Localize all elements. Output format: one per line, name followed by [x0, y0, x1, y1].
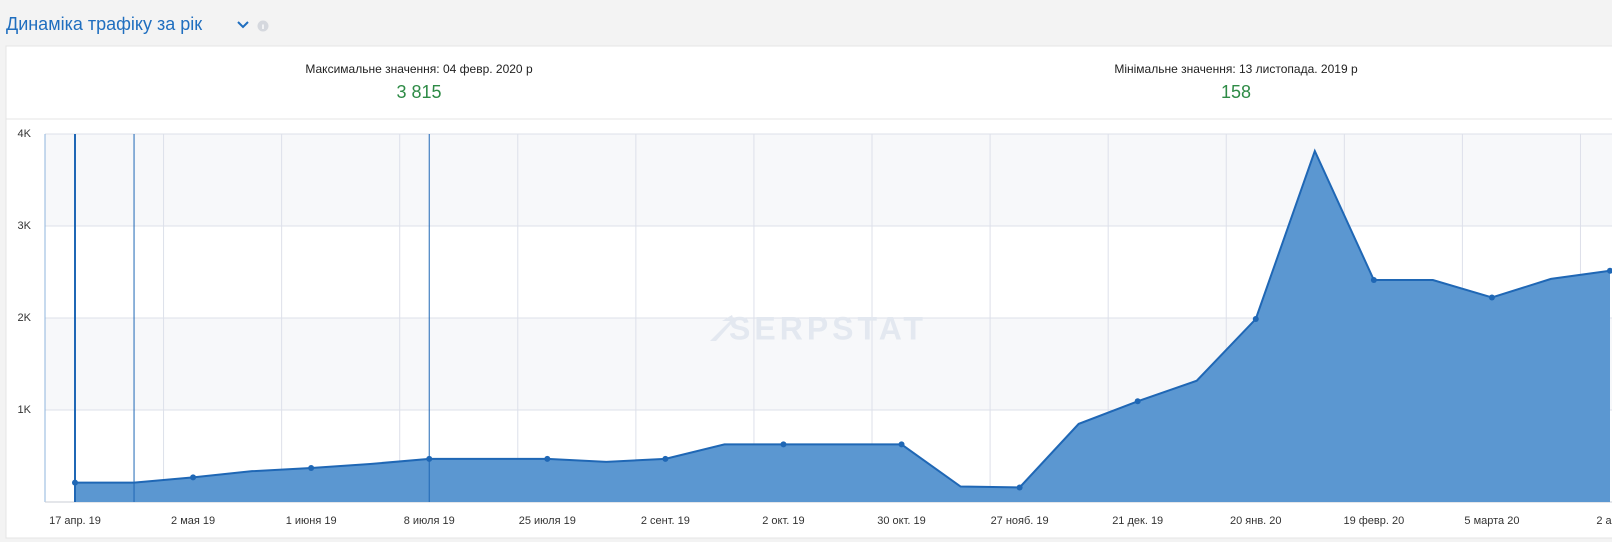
point	[544, 455, 551, 462]
point	[1370, 277, 1377, 284]
point	[1488, 294, 1495, 301]
area	[75, 151, 1610, 502]
x-tick-label: 25 июля 19	[519, 515, 576, 527]
stat-value: 158	[1221, 82, 1251, 102]
dropdown-chevron[interactable]	[237, 21, 249, 29]
point	[308, 465, 315, 472]
x-tick-label: 2 апр	[1596, 515, 1612, 527]
x-tick-label: 19 февр. 20	[1343, 515, 1404, 527]
point	[662, 455, 669, 462]
stat-label: Мінімальне значення: 13 листопада. 2019 …	[1114, 62, 1358, 76]
x-tick-label: 8 июля 19	[404, 515, 455, 527]
widget-title[interactable]: Динаміка трафіку за рік	[6, 14, 202, 34]
x-tick-label: 5 марта 20	[1464, 515, 1519, 527]
x-tick-label: 1 июня 19	[286, 515, 337, 527]
stat-label: Максимальне значення: 04 февр. 2020 р	[305, 62, 533, 76]
point	[1134, 398, 1141, 405]
point	[1016, 484, 1023, 491]
line	[75, 148, 1611, 489]
plot-band	[45, 134, 1612, 226]
point	[780, 441, 787, 448]
y-tick-label: 4K	[18, 128, 32, 140]
stat-value: 3 815	[396, 82, 441, 102]
x-tick-label: 17 апр. 19	[49, 515, 101, 527]
x-tick-label: 20 янв. 20	[1230, 515, 1282, 527]
plot: 1K 2K 3K 4K SERPSTAT 17 апр. 19 2 мая 19 1 июня…	[18, 128, 1612, 527]
x-tick-label: 2 мая 19	[171, 515, 215, 527]
point	[190, 474, 197, 481]
watermark-logo	[710, 315, 736, 341]
y-tick-label: 3K	[18, 220, 32, 232]
x-tick-label: 2 окт. 19	[762, 515, 804, 527]
y-tick-label: 2K	[18, 312, 32, 324]
x-tick-label: 21 дек. 19	[1112, 515, 1163, 527]
x-tick-label: 2 сент. 19	[641, 515, 690, 527]
x-tick-label: 30 окт. 19	[877, 515, 926, 527]
watermark: SERPSTAT	[729, 310, 927, 346]
y-tick-label: 1K	[18, 404, 32, 416]
x-tick-label: 27 нояб. 19	[991, 515, 1049, 527]
point	[1607, 267, 1612, 274]
point	[1252, 316, 1259, 323]
point	[898, 441, 905, 448]
